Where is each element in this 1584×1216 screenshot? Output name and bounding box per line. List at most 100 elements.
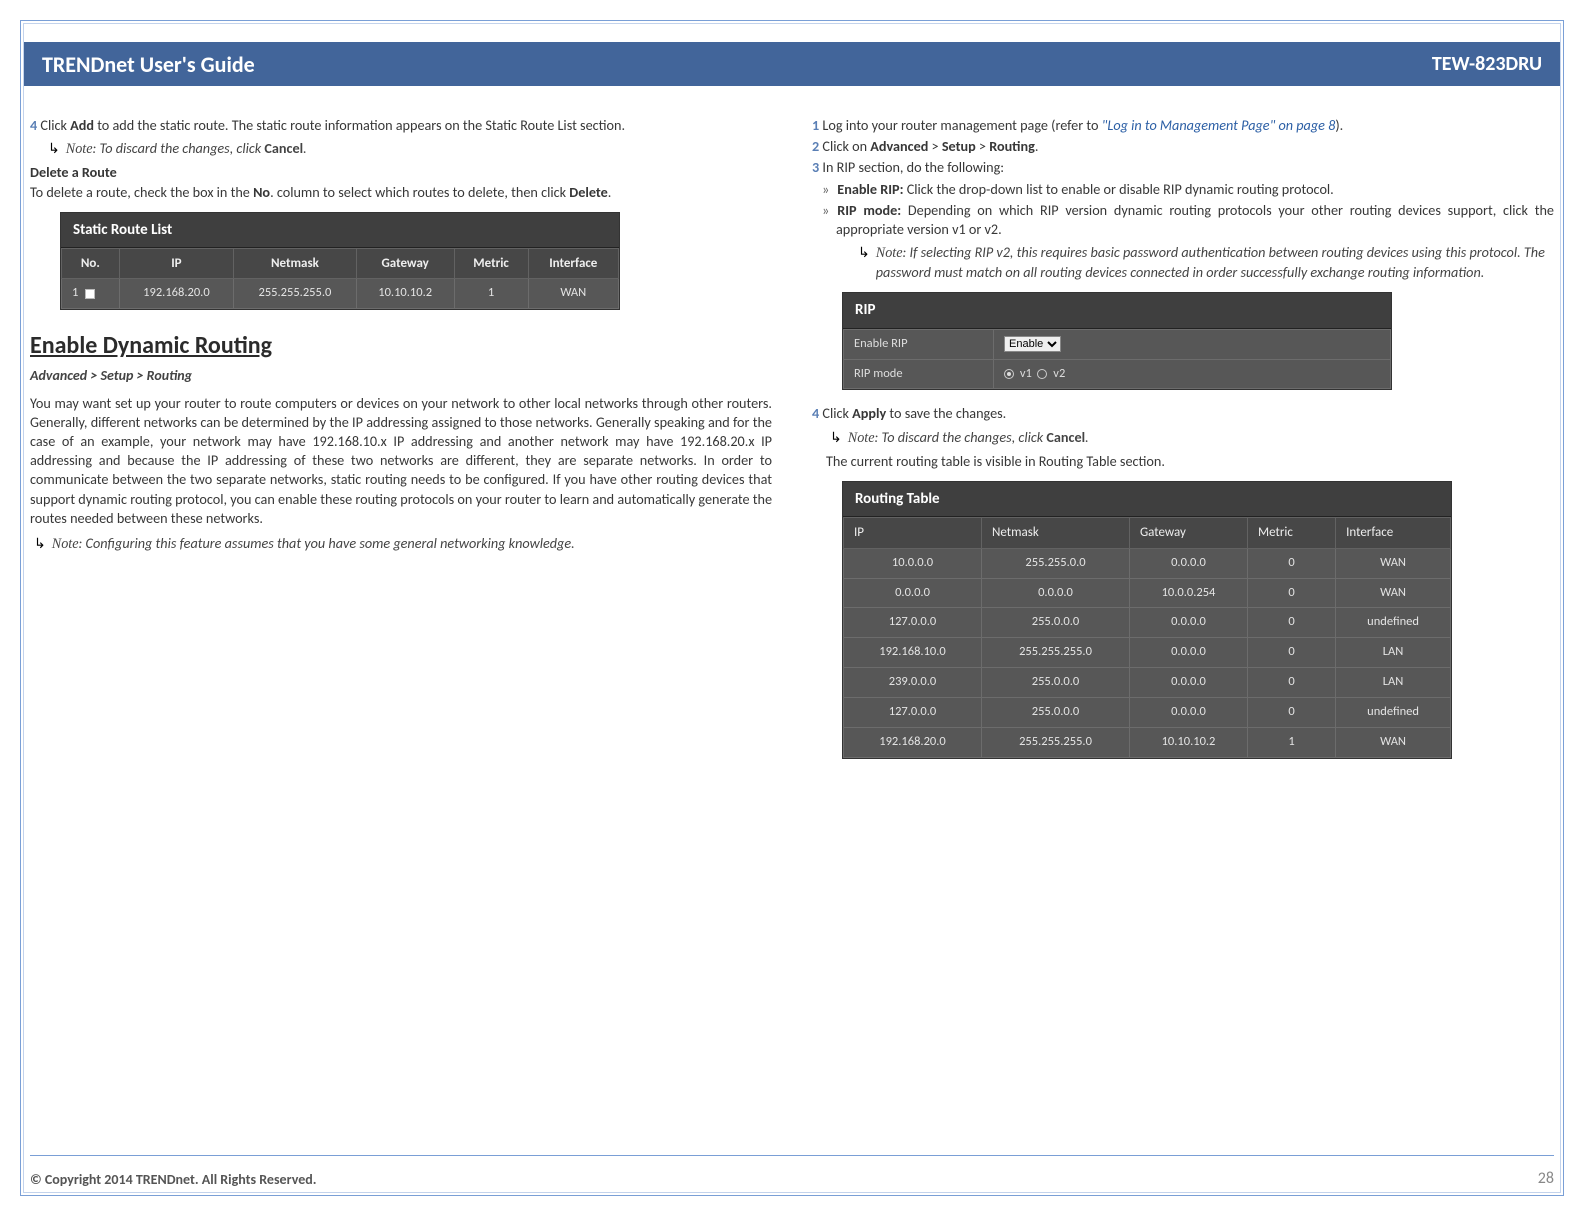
rt-cell: 255.255.255.0 [982, 638, 1130, 668]
rt-cell: 255.0.0.0 [982, 608, 1130, 638]
rip-value-mode: v1 v2 [994, 359, 1391, 389]
left-column: 4 Click Add to add the static route. The… [30, 116, 772, 1146]
note-arrow-icon: ↳ [830, 429, 842, 448]
rt-cell: WAN [1336, 548, 1451, 578]
table-row: RIP mode v1 v2 [844, 359, 1391, 389]
rt-cell: 0.0.0.0 [844, 578, 982, 608]
rt-cell: 239.0.0.0 [844, 668, 982, 698]
srl-cell-interface: WAN [528, 279, 618, 309]
srl-col-interface: Interface [528, 248, 618, 279]
rt-col-gateway: Gateway [1129, 518, 1247, 549]
rtable-title: Routing Table [843, 482, 1451, 517]
table-row: 127.0.0.0255.0.0.00.0.0.00undefined [844, 698, 1451, 728]
delete-route-heading: Delete a Route [30, 163, 772, 182]
header-title: TRENDnet User's Guide [42, 51, 255, 78]
rt-cell: 192.168.10.0 [844, 638, 982, 668]
page-number: 28 [1538, 1169, 1554, 1188]
rt-cell: 0.0.0.0 [1129, 668, 1247, 698]
rt-cell: 0.0.0.0 [982, 578, 1130, 608]
rt-cell: 255.255.255.0 [982, 727, 1130, 757]
rt-cell: 10.10.10.2 [1129, 727, 1247, 757]
rip-label-enable: Enable RIP [844, 329, 994, 359]
right-column: 1 Log into your router management page (… [812, 116, 1554, 1146]
rt-cell: 1 [1248, 727, 1336, 757]
rt-cell: 0 [1248, 548, 1336, 578]
rt-cell: WAN [1336, 578, 1451, 608]
note-discard-1: ↳ Note: To discard the changes, click Ca… [48, 139, 772, 159]
note-arrow-icon: ↳ [34, 535, 46, 554]
bullet-rip-mode: RIP mode: Depending on which RIP version… [836, 201, 1554, 239]
rip-title: RIP [843, 293, 1391, 328]
rip-settings-screenshot: RIP Enable RIP Enable RIP mode v1 v2 [842, 292, 1392, 390]
rip-mode-v2-radio[interactable] [1037, 369, 1047, 379]
table-row: 192.168.20.0255.255.255.010.10.10.21WAN [844, 727, 1451, 757]
table-row: 1 192.168.20.0 255.255.255.0 10.10.10.2 … [62, 279, 619, 309]
rt-cell: 0 [1248, 578, 1336, 608]
table-row: 192.168.10.0255.255.255.00.0.0.00LAN [844, 638, 1451, 668]
step-2: 2 Click on Advanced > Setup > Routing. [812, 137, 1554, 156]
table-row: 239.0.0.0255.0.0.00.0.0.00LAN [844, 668, 1451, 698]
srl-title: Static Route List [61, 213, 619, 248]
copyright: © Copyright 2014 TRENDnet. All Rights Re… [30, 1171, 317, 1188]
rt-cell: 0.0.0.0 [1129, 638, 1247, 668]
rt-cell: WAN [1336, 727, 1451, 757]
table-row: 10.0.0.0255.255.0.00.0.0.00WAN [844, 548, 1451, 578]
rip-table: Enable RIP Enable RIP mode v1 v2 [843, 329, 1391, 390]
rt-cell: 192.168.20.0 [844, 727, 982, 757]
srl-col-netmask: Netmask [234, 248, 357, 279]
rt-col-metric: Metric [1248, 518, 1336, 549]
note-arrow-icon: ↳ [858, 244, 870, 263]
srl-col-ip: IP [119, 248, 233, 279]
footer-rule [30, 1155, 1554, 1156]
srl-cell-no: 1 [62, 279, 120, 309]
rt-cell: 0.0.0.0 [1129, 608, 1247, 638]
bullet-enable-rip: Enable RIP: Click the drop-down list to … [836, 180, 1554, 199]
srl-cell-ip: 192.168.20.0 [119, 279, 233, 309]
rt-cell: 10.0.0.0 [844, 548, 982, 578]
note-arrow-icon: ↳ [48, 140, 60, 159]
step-3: 3 In RIP section, do the following: [812, 158, 1554, 177]
srl-cell-gateway: 10.10.10.2 [356, 279, 454, 309]
section-heading: Enable Dynamic Routing [30, 330, 772, 362]
note-networking-knowledge: ↳ Note: Configuring this feature assumes… [34, 534, 772, 554]
rt-cell: 255.0.0.0 [982, 668, 1130, 698]
rt-cell: 10.0.0.254 [1129, 578, 1247, 608]
rt-cell: 0 [1248, 698, 1336, 728]
table-row: 0.0.0.00.0.0.010.0.0.2540WAN [844, 578, 1451, 608]
rip-mode-v1-radio[interactable] [1004, 369, 1014, 379]
enable-rip-select[interactable]: Enable [1004, 336, 1061, 352]
rt-cell: LAN [1336, 638, 1451, 668]
rt-col-netmask: Netmask [982, 518, 1130, 549]
step-4-left: 4 Click Add to add the static route. The… [30, 116, 772, 135]
current-routing-text: The current routing table is visible in … [826, 452, 1554, 471]
delete-route-body: To delete a route, check the box in the … [30, 183, 772, 202]
srl-cell-metric: 1 [454, 279, 528, 309]
note-discard-2: ↳ Note: To discard the changes, click Ca… [830, 428, 1554, 448]
rt-cell: LAN [1336, 668, 1451, 698]
rip-label-mode: RIP mode [844, 359, 994, 389]
dynamic-routing-body: You may want set up your router to route… [30, 394, 772, 528]
srl-col-metric: Metric [454, 248, 528, 279]
rt-cell: 0 [1248, 668, 1336, 698]
table-row: Enable RIP Enable [844, 329, 1391, 359]
rt-col-interface: Interface [1336, 518, 1451, 549]
step-4-right: 4 Click Apply to save the changes. [812, 404, 1554, 423]
rt-cell: undefined [1336, 698, 1451, 728]
rt-cell: 255.0.0.0 [982, 698, 1130, 728]
rt-cell: 0.0.0.0 [1129, 698, 1247, 728]
row-checkbox[interactable] [85, 289, 95, 299]
srl-col-gateway: Gateway [356, 248, 454, 279]
breadcrumb: Advanced > Setup > Routing [30, 367, 772, 386]
rt-cell: 0 [1248, 608, 1336, 638]
note-rip-v2: ↳ Note: If selecting RIP v2, this requir… [858, 243, 1554, 282]
srl-table: No. IP Netmask Gateway Metric Interface … [61, 248, 619, 309]
routing-table-screenshot: Routing Table IP Netmask Gateway Metric … [842, 481, 1452, 759]
routing-table: IP Netmask Gateway Metric Interface 10.0… [843, 517, 1451, 758]
rt-cell: 127.0.0.0 [844, 698, 982, 728]
rt-cell: undefined [1336, 608, 1451, 638]
rt-cell: 0.0.0.0 [1129, 548, 1247, 578]
rt-cell: 255.255.0.0 [982, 548, 1130, 578]
login-page-link[interactable]: "Log in to Management Page" on page 8 [1102, 116, 1336, 134]
header-model: TEW-823DRU [1432, 52, 1542, 76]
footer: © Copyright 2014 TRENDnet. All Rights Re… [30, 1169, 1554, 1188]
